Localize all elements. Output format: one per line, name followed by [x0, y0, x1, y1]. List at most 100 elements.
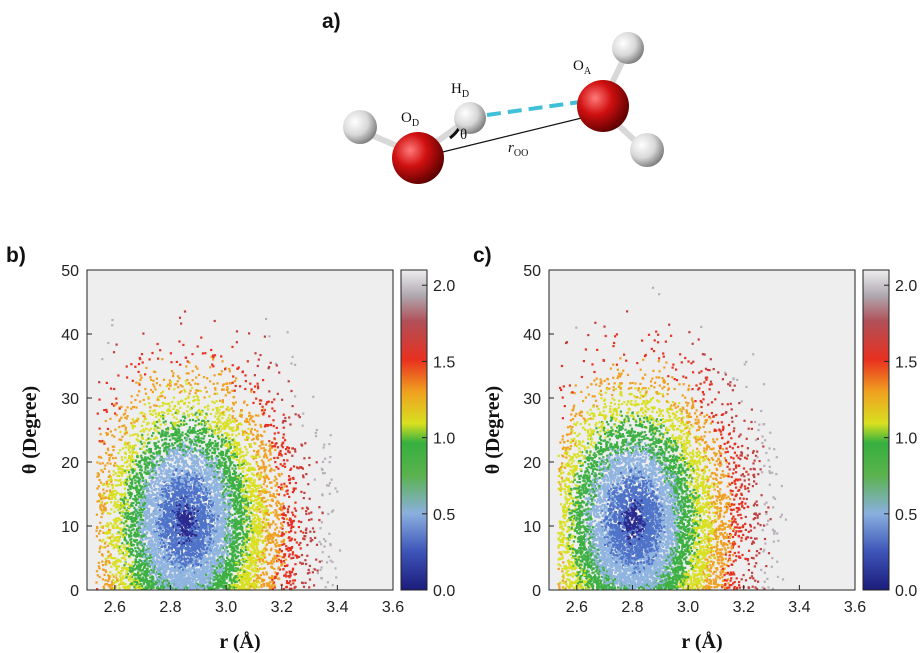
heatmap-point [134, 547, 136, 549]
heatmap-point [244, 374, 246, 376]
heatmap-point [112, 449, 114, 451]
heatmap-point [334, 437, 336, 439]
heatmap-point [253, 474, 255, 476]
hydrogen-atom-acceptor-top [612, 32, 644, 64]
heatmap-point [221, 443, 223, 445]
heatmap-point [172, 470, 174, 472]
heatmap-point [107, 428, 109, 430]
heatmap-point [201, 442, 203, 444]
heatmap-point [249, 423, 251, 425]
heatmap-point [167, 427, 169, 429]
heatmap-point [240, 508, 242, 510]
heatmap-point [187, 501, 189, 503]
heatmap-point [161, 358, 163, 360]
heatmap-point [352, 548, 354, 550]
heatmap-point [131, 505, 133, 507]
heatmap-point [206, 377, 208, 379]
heatmap-point [109, 571, 111, 573]
heatmap-point [144, 442, 146, 444]
heatmap-point [178, 425, 180, 427]
heatmap-point [191, 567, 193, 569]
heatmap-point [164, 397, 166, 399]
heatmap-point [108, 479, 110, 481]
heatmap-point [259, 445, 261, 447]
heatmap-point [217, 471, 219, 473]
heatmap-point [149, 565, 151, 567]
heatmap-point [102, 539, 104, 541]
heatmap-point [171, 414, 173, 416]
heatmap-point [118, 572, 120, 574]
heatmap-point [268, 367, 270, 369]
heatmap-point [194, 399, 196, 401]
heatmap-point [249, 418, 251, 420]
heatmap-point [189, 393, 191, 395]
heatmap-point [314, 537, 316, 539]
heatmap-point [289, 553, 291, 555]
heatmap-point [141, 501, 143, 503]
heatmap-point [268, 459, 270, 461]
heatmap-point [270, 487, 272, 489]
heatmap-point [256, 511, 258, 513]
heatmap-point [127, 406, 129, 408]
heatmap-point [131, 516, 133, 518]
heatmap-point [130, 401, 132, 403]
heatmap-point [355, 545, 357, 547]
heatmap-point [170, 361, 172, 363]
heatmap-point [244, 439, 246, 441]
heatmap-point [106, 490, 108, 492]
heatmap-point [114, 498, 116, 500]
heatmap-point [137, 434, 139, 436]
heatmap-point [286, 586, 288, 588]
heatmap-point [260, 554, 262, 556]
heatmap-point [98, 399, 100, 401]
heatmap-point [228, 456, 230, 458]
heatmap-point [106, 502, 108, 504]
heatmap-point [305, 513, 307, 515]
heatmap-point [144, 416, 146, 418]
heatmap-point [190, 444, 192, 446]
heatmap-point [123, 554, 125, 556]
heatmap-point [293, 587, 295, 589]
heatmap-point [201, 423, 203, 425]
heatmap-point [108, 483, 110, 485]
heatmap-point [245, 448, 247, 450]
heatmap-point [283, 459, 285, 461]
heatmap-point [226, 389, 228, 391]
heatmap-point [172, 428, 174, 430]
heatmap-point [117, 374, 119, 376]
heatmap-point [254, 374, 256, 376]
heatmap-point [273, 493, 275, 495]
heatmap-point [204, 396, 206, 398]
heatmap-point [136, 544, 138, 546]
heatmap-point [173, 465, 175, 467]
heatmap-point [219, 414, 221, 416]
heatmap-point [343, 445, 345, 447]
label-hd: HD [451, 81, 469, 100]
heatmap-point [220, 355, 222, 357]
heatmap-point [316, 544, 318, 546]
heatmap-point [133, 511, 135, 513]
heatmap-point [124, 442, 126, 444]
heatmap-point [338, 507, 340, 509]
heatmap-point [128, 527, 130, 529]
heatmap-point [189, 426, 191, 428]
hydrogen-bond [487, 102, 580, 115]
heatmap-point [114, 412, 116, 414]
heatmap-point [98, 485, 100, 487]
heatmap-point [346, 562, 348, 564]
heatmap-point [104, 546, 106, 548]
heatmap-point [253, 458, 255, 460]
heatmap-point [163, 379, 165, 381]
heatmap-point [213, 429, 215, 431]
heatmap-point [134, 463, 136, 465]
label-od: OD [401, 110, 419, 129]
heatmap-point [171, 370, 173, 372]
heatmap-point [254, 352, 256, 354]
heatmap-point [216, 393, 218, 395]
heatmap-point [113, 505, 115, 507]
heatmap-point [221, 389, 223, 391]
heatmap-point [260, 424, 262, 426]
heatmap-point [256, 546, 258, 548]
heatmap-point [98, 562, 100, 564]
heatmap-point [96, 476, 98, 478]
